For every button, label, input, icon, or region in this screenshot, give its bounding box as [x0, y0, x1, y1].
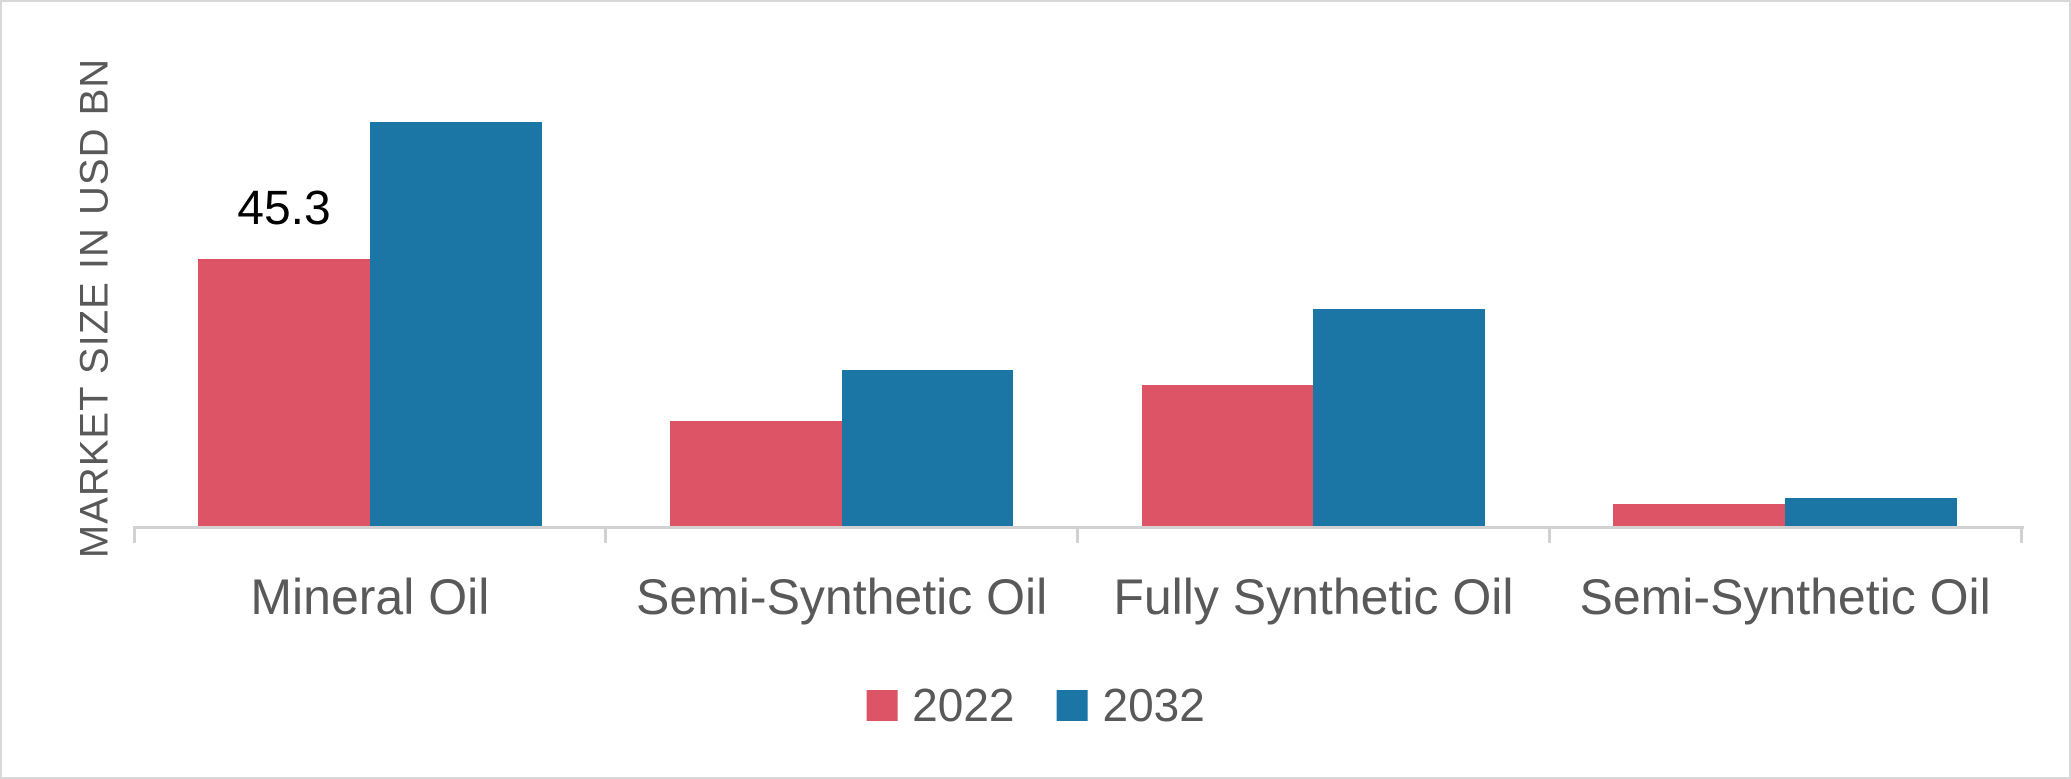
- x-axis-tick: [1547, 526, 1551, 543]
- x-axis-tick: [132, 526, 136, 543]
- bar-2022-category-2: [1141, 385, 1314, 526]
- data-label: 45.3: [237, 182, 331, 235]
- bar-2022-category-1: [669, 421, 842, 526]
- x-axis-tick: [604, 526, 608, 543]
- bar-2022-category-3: [1613, 504, 1786, 526]
- legend-label: 2032: [1102, 679, 1205, 731]
- x-axis-line: [134, 526, 2024, 529]
- legend-item-2032: 2032: [1056, 678, 1205, 733]
- category-label: Semi-Synthetic Oil: [1579, 569, 1991, 625]
- x-axis-tick: [2019, 526, 2023, 543]
- category-label: Fully Synthetic Oil: [1113, 569, 1514, 625]
- bar-2032-category-0: [369, 121, 542, 526]
- legend: 2022 2032: [866, 678, 1205, 733]
- bar-2032-category-2: [1313, 309, 1486, 526]
- category-label: Semi-Synthetic Oil: [636, 569, 1048, 625]
- bar-2032-category-3: [1785, 497, 1957, 526]
- bar-2032-category-1: [841, 369, 1014, 526]
- legend-label: 2022: [912, 679, 1015, 731]
- bar-2022-category-0: [198, 259, 370, 526]
- legend-swatch-2022: [866, 690, 898, 721]
- category-label: Mineral Oil: [250, 569, 490, 625]
- legend-swatch-2032: [1056, 690, 1088, 721]
- x-axis-tick: [1076, 526, 1079, 543]
- legend-item-2022: 2022: [866, 678, 1015, 733]
